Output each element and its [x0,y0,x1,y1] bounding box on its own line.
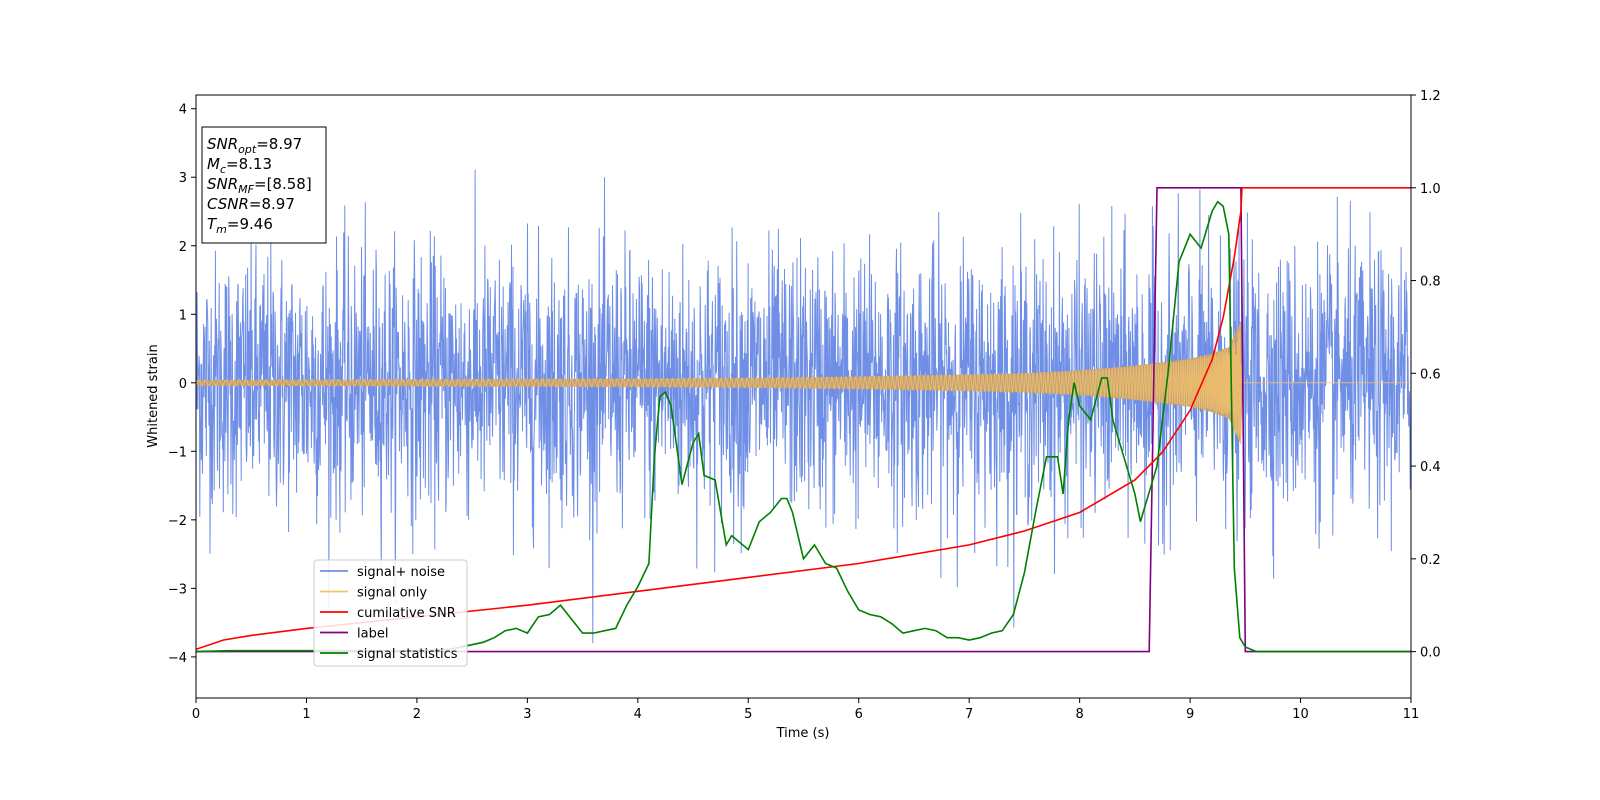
x-tick-label: 10 [1292,707,1309,722]
plot-frame [195,94,1412,699]
x-tick-label: 9 [1186,707,1194,722]
x-tick-label: 0 [192,707,200,722]
y-axis-left: −4 −3 −2 −1 0 1 2 3 4 [168,103,196,666]
legend-frame [313,559,468,667]
series-layer [196,169,1411,653]
x-tick-label: 2 [413,707,421,722]
annotation-box-frame [201,126,327,244]
annotation-line: Mc=8.13 [207,155,272,176]
x-tick-label: 4 [634,707,642,722]
y-left-tick-label: −2 [168,514,187,529]
y-left-tick-label: 2 [179,240,187,255]
x-tick-label: 5 [744,707,752,722]
legend-entry: signal only [357,586,427,601]
x-tick-label: 1 [302,707,310,722]
series-signal-noise [196,169,1411,644]
y-right-tick-label: 0.4 [1420,460,1441,475]
y-right-tick-label: 0.0 [1420,646,1441,661]
y-left-tick-label: 3 [179,171,187,186]
legend-entry: label [357,627,388,642]
x-axis-label: Time (s) [776,726,830,741]
legend-entry: cumilative SNR [357,606,456,621]
y-right-tick-label: 0.8 [1420,275,1441,290]
annotation-line: CSNR=8.97 [207,195,295,213]
x-axis: 0 1 2 3 4 5 6 7 8 9 10 11 [192,698,1419,722]
annotation-line: SNRopt=8.97 [207,135,302,156]
series-label [196,187,1411,653]
annotation-line: SNRMF=[8.58] [207,175,312,196]
y-left-tick-label: −1 [168,445,187,460]
legend-entry: signal statistics [357,647,458,662]
annotation-line: Tm=9.46 [207,215,273,236]
y-right-tick-label: 1.2 [1420,89,1441,104]
x-tick-label: 3 [523,707,531,722]
y-axis-label: Whitened strain [146,344,161,447]
y-axis-right: 0.0 0.2 0.4 0.6 0.8 1.0 1.2 [1411,89,1441,661]
y-left-tick-label: 0 [179,377,187,392]
y-left-tick-label: 1 [179,308,187,323]
x-tick-label: 11 [1403,707,1420,722]
legend: signal+ noise signal only cumilative SNR la… [313,559,468,667]
y-right-tick-label: 0.6 [1420,367,1441,382]
legend-entry: signal+ noise [357,565,445,580]
y-right-tick-label: 1.0 [1420,182,1441,197]
y-left-tick-label: −4 [168,651,187,666]
series-signal-only [196,323,1411,444]
y-right-tick-label: 0.2 [1420,553,1441,568]
series-signal-statistics [196,200,1411,653]
y-left-tick-label: −3 [168,582,187,597]
x-tick-label: 7 [965,707,973,722]
x-tick-label: 8 [1075,707,1083,722]
x-tick-label: 6 [855,707,863,722]
y-left-tick-label: 4 [179,103,187,118]
